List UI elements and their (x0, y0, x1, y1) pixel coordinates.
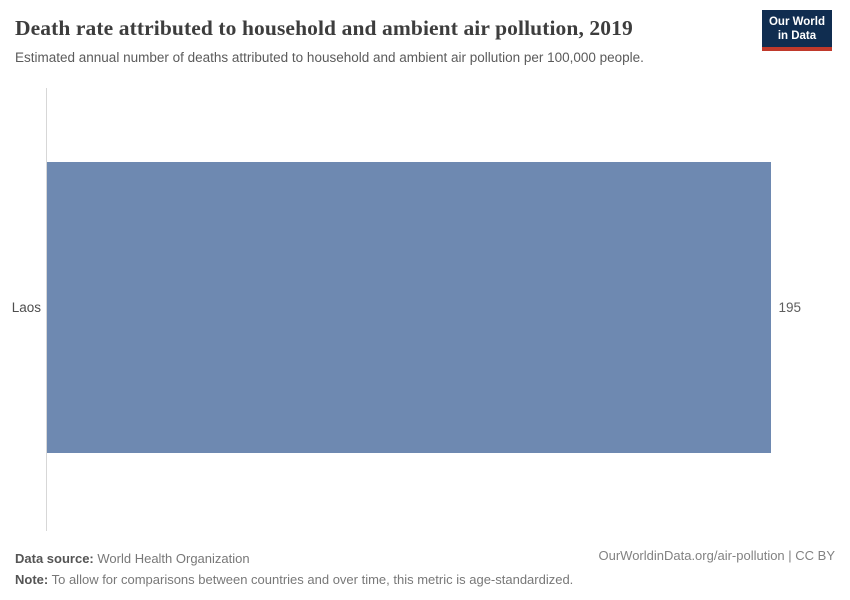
owid-link[interactable]: OurWorldinData.org/air-pollution | CC BY (598, 548, 835, 563)
y-axis-line (46, 88, 47, 531)
chart-title: Death rate attributed to household and a… (15, 16, 633, 40)
bar-row-laos: 195 (47, 162, 801, 453)
bar-laos[interactable] (47, 162, 772, 453)
data-source-line: Data source: World Health Organization (15, 548, 573, 569)
owid-logo-line1: Our World (768, 16, 825, 28)
note-value: To allow for comparisons between countri… (51, 572, 574, 587)
owid-logo-line2: in Data (777, 30, 817, 42)
owid-logo: Our World in Data (761, 10, 832, 51)
data-source-label: Data source: (15, 551, 94, 566)
note-label: Note: (15, 572, 49, 587)
chart-subtitle: Estimated annual number of deaths attrib… (15, 50, 644, 65)
chart-footer: Data source: World Health Organization N… (15, 548, 573, 590)
data-source-value: World Health Organization (97, 551, 250, 566)
entity-label-laos: Laos (11, 300, 41, 315)
note-line: Note: To allow for comparisons between c… (15, 569, 573, 590)
value-label-laos: 195 (778, 300, 801, 315)
